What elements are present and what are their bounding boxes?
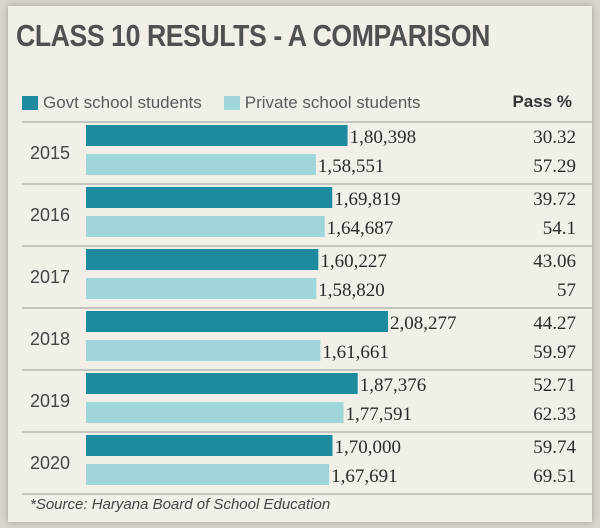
pass-percent-govt: 59.74 (533, 437, 576, 458)
bar-private (86, 216, 325, 237)
bar-govt (86, 373, 358, 394)
value-label-private: 1,64,687 (327, 218, 394, 239)
year-label: 2020 (30, 453, 70, 473)
source-note: *Source: Haryana Board of School Educati… (30, 496, 331, 513)
chart-title: CLASS 10 RESULTS - A COMPARISON (16, 18, 491, 53)
pass-percent-govt: 39.72 (533, 189, 576, 210)
bar-private (86, 154, 316, 175)
pass-percent-private: 69.51 (533, 466, 576, 487)
bar-private (86, 402, 344, 423)
bar-govt (86, 311, 388, 332)
bar-private (86, 340, 321, 361)
value-label-private: 1,58,551 (318, 156, 385, 177)
pass-percent-govt: 43.06 (533, 251, 576, 272)
bar-govt (86, 187, 333, 208)
value-label-private: 1,77,591 (346, 404, 413, 425)
year-label: 2018 (30, 329, 70, 349)
pass-percent-private: 59.97 (533, 342, 576, 363)
year-label: 2019 (30, 391, 70, 411)
value-label-govt: 1,80,398 (350, 127, 417, 148)
pass-percent-govt: 44.27 (533, 313, 576, 334)
value-label-govt: 1,87,376 (360, 375, 427, 396)
value-label-private: 1,61,661 (322, 342, 389, 363)
year-label: 2016 (30, 205, 70, 225)
bar-private (86, 278, 317, 299)
legend: Govt school students Private school stud… (22, 92, 435, 114)
value-label-govt: 1,69,819 (334, 189, 401, 210)
year-label: 2017 (30, 267, 70, 287)
bar-govt (86, 125, 348, 146)
pass-percent-govt: 30.32 (533, 127, 576, 148)
legend-item-govt: Govt school students (22, 93, 202, 113)
value-label-govt: 1,70,000 (334, 437, 401, 458)
pass-percent-private: 62.33 (533, 404, 576, 425)
legend-label-govt: Govt school students (43, 93, 202, 112)
bar-govt (86, 249, 319, 270)
pass-percent-govt: 52.71 (533, 375, 576, 396)
pass-percent-private: 54.1 (543, 218, 576, 239)
bar-private (86, 464, 330, 485)
value-label-govt: 1,60,227 (320, 251, 387, 272)
pass-percent-private: 57.29 (533, 156, 576, 177)
pass-percent-header: Pass % (512, 92, 572, 111)
value-label-private: 1,58,820 (318, 280, 385, 301)
year-label: 2015 (30, 143, 70, 163)
value-label-govt: 2,08,277 (390, 313, 457, 334)
pass-percent-private: 57 (557, 280, 576, 301)
legend-label-private: Private school students (244, 93, 421, 112)
legend-item-private: Private school students (223, 93, 421, 113)
legend-swatch-govt (22, 96, 38, 110)
value-label-private: 1,67,691 (331, 466, 398, 487)
legend-swatch-private (223, 96, 240, 110)
bar-govt (86, 435, 333, 456)
